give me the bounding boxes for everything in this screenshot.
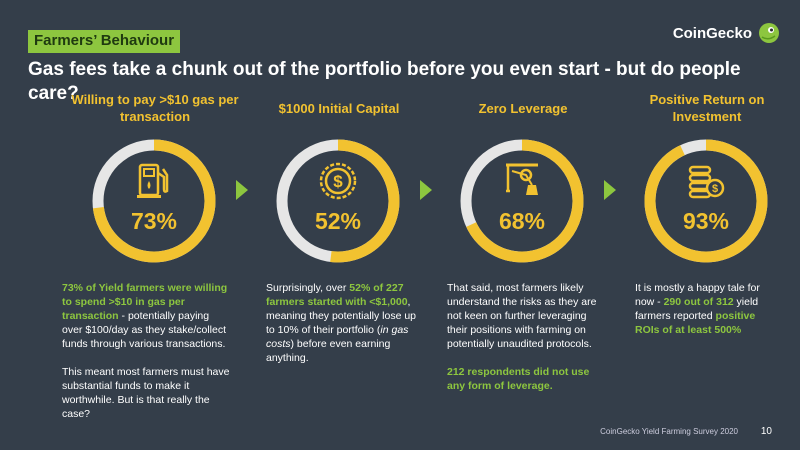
footer-source: CoinGecko Yield Farming Survey 2020 xyxy=(600,427,738,436)
column-4-text-1: It is mostly a happy tale for now - xyxy=(635,282,760,308)
column-1-paragraph-1: 73% of Yield farmers were willing to spe… xyxy=(62,281,232,351)
column-4-highlight-1: 290 out of 312 xyxy=(663,296,734,308)
ring-3: 68% xyxy=(456,135,588,267)
progress-arc-4 xyxy=(644,139,768,263)
ring-4: $ 93% xyxy=(640,135,772,267)
column-2-title: $1000 Initial Capital xyxy=(278,100,400,116)
progress-arc-1 xyxy=(92,139,216,263)
column-1-title: Willing to pay >$10 gas per transaction xyxy=(71,92,239,124)
column-3-header: Zero Leverage xyxy=(438,90,608,126)
column-1-header: Willing to pay >$10 gas per transaction xyxy=(70,90,240,126)
brand-name: CoinGecko xyxy=(672,24,752,42)
percent-value-3: 68% xyxy=(498,208,546,234)
column-2-italic: in gas costs xyxy=(266,324,409,350)
percent-value-4: 93% xyxy=(682,208,730,234)
column-3-title: Zero Leverage xyxy=(478,100,568,116)
coin-stack-icon: $ xyxy=(688,165,725,199)
svg-text:$: $ xyxy=(333,172,343,191)
column-4-header: Positive Return on Investment xyxy=(622,90,792,126)
percent-value-1: 73% xyxy=(130,208,178,234)
column-1-paragraph-2: This meant most farmers must have substa… xyxy=(62,366,230,420)
column-3-paragraph-1: That said, most farmers likely understan… xyxy=(447,282,597,350)
progress-arc-2 xyxy=(276,139,400,263)
gas-pump-icon xyxy=(137,163,169,198)
arrow-right-icon xyxy=(604,180,616,200)
column-2-highlight: 52% of 227 farmers started with <$1,000 xyxy=(266,282,408,308)
page-number: 10 xyxy=(760,426,772,437)
column-4-text-2: yield farmers reported xyxy=(635,296,759,322)
arrow-right-icon xyxy=(420,180,432,200)
lever-pulley-icon xyxy=(506,163,538,195)
ring-1: 73% xyxy=(88,135,220,267)
progress-arc-3 xyxy=(460,139,584,263)
column-2-text-3: ) before even earning anything. xyxy=(266,338,391,364)
page-headline: Gas fees take a chunk out of the portfol… xyxy=(28,59,741,104)
column-4-highlight-2: positive ROIs of at least 500% xyxy=(635,310,756,336)
column-2-description: Surprisingly, over 52% of 227 farmers st… xyxy=(266,281,416,365)
column-3-highlight: 212 respondents did not use any form of … xyxy=(447,366,590,392)
column-1-text: - potentially paying over $100/day as th… xyxy=(62,310,227,350)
dollar-coin-icon: $ xyxy=(319,162,357,200)
svg-text:$: $ xyxy=(712,183,718,195)
column-1-highlight: 73% of Yield farmers were willing to spe… xyxy=(62,282,228,322)
column-3-description: That said, most farmers likely understan… xyxy=(447,281,597,393)
brand-logo: CoinGecko xyxy=(673,22,780,44)
ring-2: $ 52% xyxy=(272,135,404,267)
section-tag: Farmers’ Behaviour xyxy=(28,30,181,53)
arrow-right-icon xyxy=(236,180,248,200)
column-2-text-1: Surprisingly, over xyxy=(266,282,350,294)
gecko-logo-icon xyxy=(759,23,779,43)
percent-value-2: 52% xyxy=(314,208,362,234)
column-2-text-2: , meaning they potentially lose up to 10… xyxy=(266,296,417,336)
column-2-header: $1000 Initial Capital xyxy=(254,90,424,126)
column-4-title: Positive Return on Investment xyxy=(649,92,765,124)
column-1-description: 73% of Yield farmers were willing to spe… xyxy=(62,281,232,421)
column-4-description: It is mostly a happy tale for now - 290 … xyxy=(635,281,775,337)
